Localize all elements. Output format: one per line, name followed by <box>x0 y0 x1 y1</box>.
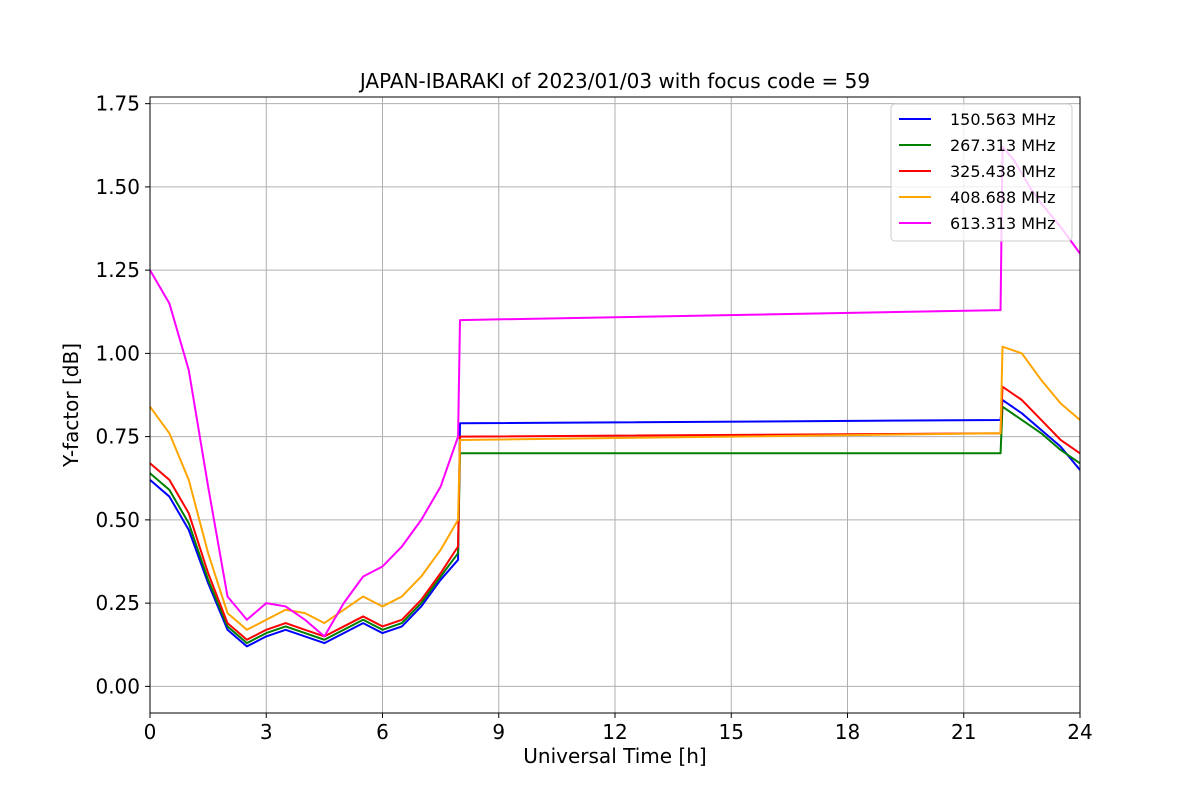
y-tick-label: 0.75 <box>95 425 140 449</box>
y-tick-label: 0.25 <box>95 591 140 615</box>
x-tick-label: 12 <box>602 720 627 744</box>
series-line-1 <box>149 405 1081 645</box>
y-tick-label: 0.00 <box>95 674 140 698</box>
chart-title: JAPAN-IBARAKI of 2023/01/03 with focus c… <box>358 69 870 93</box>
y-tick-label: 1.50 <box>95 175 140 199</box>
y-tick-label: 0.50 <box>95 508 140 532</box>
y-axis-ticks: 0.00 0.25 0.50 0.75 1.00 1.25 1.50 1.75 <box>95 92 150 698</box>
y-tick-label: 1.75 <box>95 92 140 116</box>
legend-label: 408.688 MHz <box>950 188 1055 207</box>
series-line-3 <box>149 345 1081 631</box>
legend-label: 325.438 MHz <box>950 162 1055 181</box>
y-tick-label: 1.00 <box>95 341 140 365</box>
x-tick-label: 24 <box>1067 720 1092 744</box>
legend-label: 150.563 MHz <box>950 110 1055 129</box>
x-axis-ticks: 0 3 6 9 12 15 18 21 24 <box>144 713 1093 744</box>
series-line-0 <box>149 399 1081 648</box>
legend: 150.563 MHz 267.313 MHz 325.438 MHz 408.688… <box>890 103 1073 242</box>
x-tick-label: 0 <box>144 720 157 744</box>
x-tick-label: 9 <box>492 720 505 744</box>
x-tick-label: 3 <box>260 720 273 744</box>
legend-label: 613.313 MHz <box>950 214 1055 233</box>
y-tick-label: 1.25 <box>95 258 140 282</box>
x-tick-label: 21 <box>951 720 976 744</box>
x-tick-label: 6 <box>376 720 389 744</box>
legend-frame <box>890 103 1073 242</box>
legend-label: 267.313 MHz <box>950 136 1055 155</box>
x-axis-label: Universal Time [h] <box>523 744 706 768</box>
x-tick-label: 15 <box>719 720 744 744</box>
y-axis-label: Y-factor [dB] <box>59 343 83 468</box>
series-line-2 <box>149 385 1081 641</box>
x-tick-label: 18 <box>835 720 860 744</box>
